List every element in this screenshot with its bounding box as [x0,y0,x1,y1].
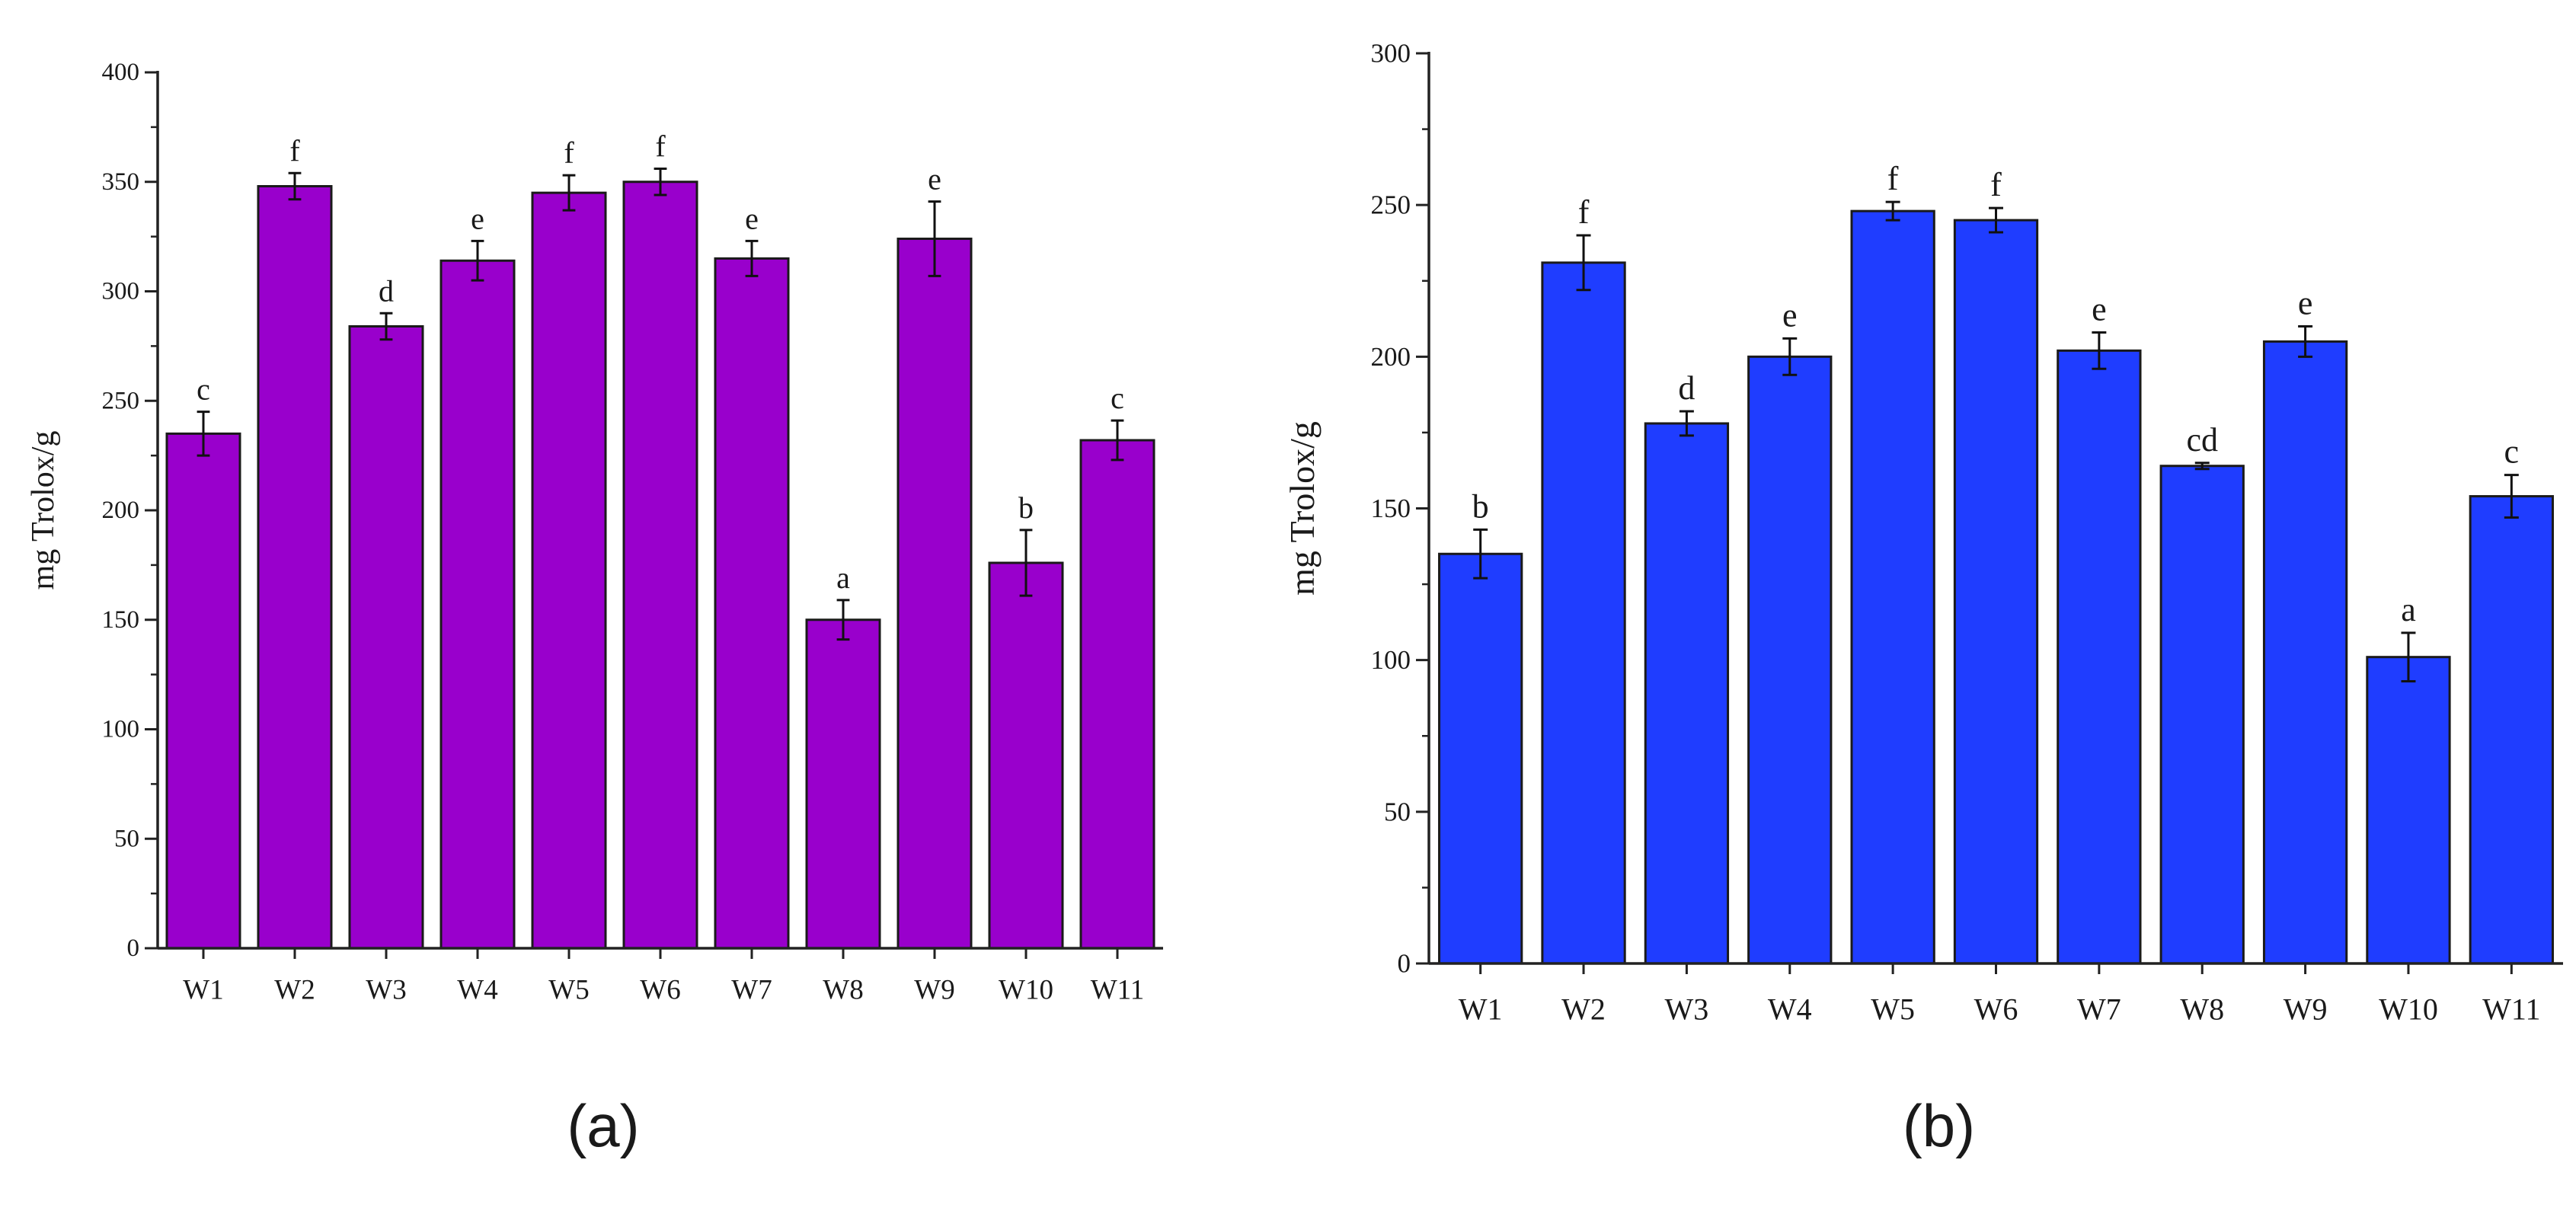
bar [714,257,790,950]
x-tick-label: W1 [183,975,223,1006]
bar [1953,219,2039,965]
y-tick-label: 0 [1398,949,1411,979]
significance-label: f [1578,193,1590,231]
significance-label: e [471,201,484,235]
y-axis-title: mg Trolox/g [26,431,61,590]
x-tick-label: W7 [731,975,772,1006]
bar [257,185,333,950]
bar [2366,656,2451,965]
bar [1747,355,1833,965]
significance-label: f [564,136,574,170]
y-tick-label: 50 [114,825,139,852]
x-tick-label: W8 [2180,992,2224,1027]
significance-label: d [379,273,394,308]
y-axis-title: mg Trolox/g [1283,421,1322,596]
bar [2262,340,2348,965]
significance-label: e [928,162,941,197]
bar [1850,209,1935,965]
y-tick-label: 200 [1371,342,1411,372]
x-tick-label: W2 [1561,992,1606,1027]
y-tick-label: 400 [102,59,140,86]
significance-label: e [1782,296,1798,334]
y-tick-label: 0 [127,935,140,962]
y-tick-label: 100 [1371,645,1411,675]
y-tick-label: 100 [102,716,140,743]
x-tick-label: W4 [457,975,497,1006]
x-tick-label: W9 [914,975,954,1006]
x-tick-label: W6 [1974,992,2018,1027]
x-tick-label: W5 [1871,992,1915,1027]
significance-label: f [1990,166,2002,203]
x-tick-label: W3 [366,975,406,1006]
x-tick-label: W6 [640,975,680,1006]
x-tick-label: W9 [2284,992,2328,1027]
x-tick-label: W11 [1091,975,1145,1006]
bar [1644,422,1730,965]
significance-label: a [2401,591,2416,628]
y-tick-label: 200 [102,497,140,524]
x-tick-label: W10 [999,975,1053,1006]
bar [2057,349,2142,965]
y-tick-label: 250 [102,387,140,414]
significance-label: d [1678,369,1695,407]
bar [622,181,698,950]
bar [1438,552,1523,965]
x-tick-label: W10 [2379,992,2438,1027]
significance-label: a [836,561,850,595]
y-tick-label: 250 [1371,190,1411,220]
bar [1079,439,1155,950]
bar [348,325,424,950]
significance-label: f [1887,160,1899,197]
x-tick-label: W5 [548,975,589,1006]
bar [165,432,241,950]
bar [896,238,973,950]
y-tick-label: 350 [102,168,140,196]
bar [988,561,1064,950]
bar [439,259,516,950]
significance-label: f [289,133,300,168]
y-tick-label: 300 [102,278,140,305]
bar [531,191,607,950]
bar [2469,495,2554,965]
significance-label: c [2504,433,2520,471]
significance-label: e [745,201,759,235]
chart-a: 0 50 100 150 200 250 300 350 400 c W1 f W2 d W3 e W4 f W5 f… [26,59,1163,1159]
bar [2159,465,2245,965]
x-tick-label: W3 [1665,992,1709,1027]
significance-label: b [1018,490,1034,525]
y-tick-label: 50 [1384,797,1411,826]
significance-label: cd [2186,421,2218,459]
significance-label: f [655,129,666,164]
significance-label: b [1472,487,1489,525]
bar [805,618,881,950]
panel-label: (b) [1903,1092,1975,1159]
x-tick-label: W4 [1768,992,1812,1027]
y-tick-label: 150 [1371,494,1411,523]
x-tick-label: W11 [2482,992,2540,1027]
panel-label: (a) [567,1092,639,1159]
significance-label: e [2298,285,2313,322]
x-tick-label: W8 [823,975,863,1006]
y-tick-label: 150 [102,606,140,634]
y-tick-label: 300 [1371,39,1411,69]
significance-label: c [1111,381,1124,415]
x-tick-label: W1 [1459,992,1503,1027]
x-tick-label: W2 [274,975,315,1006]
chart-b: 0 50 100 150 200 250 300 b W1 f W2 d W3 e W4 f W5 f W6 e W7 c… [1283,39,2563,1159]
significance-label: e [2092,290,2107,328]
significance-label: c [197,372,210,407]
x-tick-label: W7 [2077,992,2121,1027]
bar [1541,261,1626,965]
